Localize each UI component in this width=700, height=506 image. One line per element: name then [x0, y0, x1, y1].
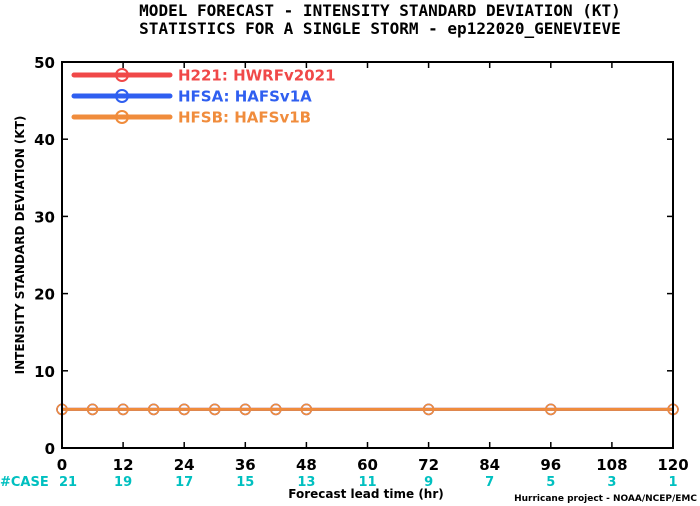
case-count: 11	[358, 475, 376, 490]
case-count: 15	[236, 475, 254, 490]
series-3-point	[545, 403, 557, 416]
series-3-point	[270, 403, 282, 416]
x-tick-label: 12	[113, 456, 134, 474]
legend-swatch-marker	[115, 89, 129, 103]
y-tick-label: 40	[34, 131, 55, 149]
credit-note: Hurricane project - NOAA/NCEP/EMC	[514, 494, 697, 504]
y-tick-label: 10	[34, 363, 55, 381]
case-count: 7	[485, 475, 494, 490]
series-3-point	[422, 403, 435, 416]
series-3-point	[300, 403, 313, 416]
x-tick-label: 96	[540, 456, 561, 474]
y-tick-label: 50	[34, 54, 55, 72]
x-tick-label: 84	[479, 456, 500, 474]
axes: 0 10 20 30 40 50 0 12 24 36 48 60 72 84 96 108 120	[34, 54, 689, 474]
case-count: 3	[607, 475, 616, 490]
legend-entry-label: HFSA: HAFSv1A	[178, 88, 312, 106]
case-count: 19	[114, 475, 132, 490]
legend-entry-label: HFSB: HAFSv1B	[178, 109, 311, 127]
series-3-point	[117, 403, 129, 416]
plot-area	[56, 403, 679, 416]
x-tick-label: 108	[596, 456, 627, 474]
case-count: 1	[668, 475, 677, 490]
case-row-label: #CASE	[0, 475, 49, 490]
case-count: 9	[424, 475, 433, 490]
case-count-row: #CASE 21 19 17 15 13 11 9 7 5 3 1	[0, 475, 678, 490]
series-3-point	[147, 403, 160, 416]
x-tick-label: 60	[357, 456, 378, 474]
series-3-point	[86, 403, 99, 416]
series-3-point	[209, 403, 221, 416]
x-tick-label: 0	[57, 456, 67, 474]
y-tick-label: 30	[34, 208, 55, 226]
plot-frame	[61, 61, 674, 449]
legend-swatch-marker	[115, 110, 129, 124]
y-axis-label: INTENSITY STANDARD DEVIATION (KT)	[13, 116, 27, 375]
series-3-point	[239, 403, 252, 416]
case-count: 21	[59, 475, 77, 490]
chart-title: MODEL FORECAST - INTENSITY STANDARD DEVI…	[139, 1, 621, 20]
legend-entry-label: H221: HWRFv2021	[178, 67, 336, 85]
chart-subtitle: STATISTICS FOR A SINGLE STORM - ep122020…	[139, 19, 621, 38]
series-3-point	[178, 403, 190, 416]
x-tick-label: 36	[235, 456, 256, 474]
case-count: 5	[546, 475, 555, 490]
x-tick-label: 24	[174, 456, 195, 474]
y-tick-label: 20	[34, 286, 55, 304]
case-count: 17	[175, 475, 193, 490]
x-tick-label: 120	[657, 456, 688, 474]
x-axis-label: Forecast lead time (hr)	[288, 487, 444, 501]
case-count: 13	[297, 475, 315, 490]
x-tick-label: 48	[296, 456, 317, 474]
y-tick-label: 0	[45, 440, 55, 458]
legend-swatch-marker	[115, 68, 129, 82]
x-tick-label: 72	[418, 456, 439, 474]
legend: H221: HWRFv2021 HFSA: HAFSv1A HFSB: HAFSv1…	[71, 67, 336, 127]
